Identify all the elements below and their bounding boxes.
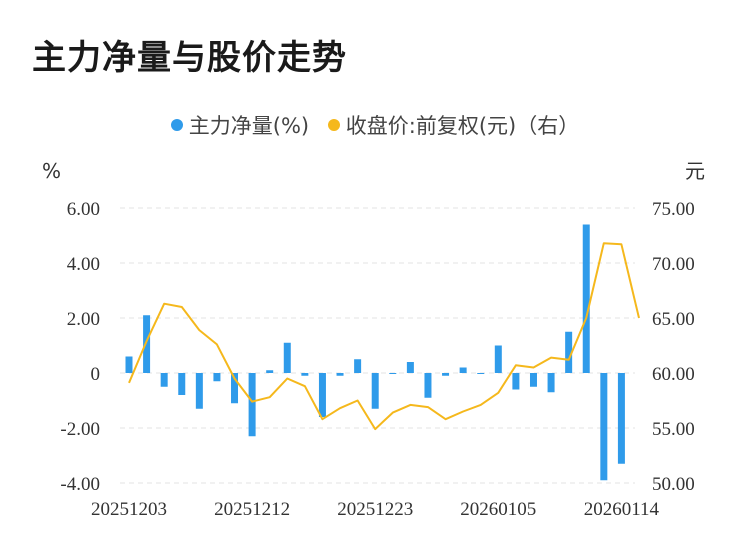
y-left-tick-label: 6.00 xyxy=(67,199,100,220)
legend-label-close-price: 收盘价:前复权(元)（右） xyxy=(345,114,580,138)
net-volume-bar[interactable] xyxy=(248,373,256,437)
y-right-tick-label: 55.00 xyxy=(652,419,695,440)
legend-dot-net-volume xyxy=(170,119,183,131)
y-left-tick-label: 2.00 xyxy=(67,309,100,330)
net-volume-bar[interactable] xyxy=(565,331,573,373)
y-left-tick-label: 4.00 xyxy=(67,254,100,275)
legend: 主力净量(%) 收盘价:前复权(元)（右） xyxy=(0,110,750,140)
net-volume-bar[interactable] xyxy=(494,345,502,374)
legend-label-net-volume: 主力净量(%) xyxy=(188,114,310,138)
x-tick-label: 20251223 xyxy=(337,499,413,520)
x-tick-label: 20260114 xyxy=(584,499,660,520)
y-right-unit: 元 xyxy=(685,159,705,183)
net-volume-bar[interactable] xyxy=(160,373,168,387)
net-volume-bar[interactable] xyxy=(582,224,590,374)
net-volume-bar[interactable] xyxy=(406,362,414,373)
y-left-unit: % xyxy=(42,159,61,183)
line-series xyxy=(128,242,640,431)
legend-item-net-volume[interactable]: 主力净量(%) xyxy=(170,110,310,140)
bar-series xyxy=(125,224,625,481)
net-volume-bar[interactable] xyxy=(195,373,203,409)
x-tick-label: 20260105 xyxy=(460,499,536,520)
legend-dot-close-price xyxy=(327,119,340,131)
y-left-tick-label: -4.00 xyxy=(60,474,100,495)
net-volume-bar[interactable] xyxy=(125,356,133,374)
y-left-tick-label: -2.00 xyxy=(60,419,100,440)
x-tick-label: 20251203 xyxy=(91,499,167,520)
axes: % 元 6.00 75.00 4.00 70.00 2.00 65.00 0 60.00 -2.… xyxy=(42,159,705,520)
net-volume-bar[interactable] xyxy=(617,373,625,464)
net-volume-bar[interactable] xyxy=(424,373,432,398)
net-volume-bar[interactable] xyxy=(354,359,362,373)
net-volume-bar[interactable] xyxy=(529,373,537,387)
net-volume-bar[interactable] xyxy=(600,373,608,481)
net-volume-bar[interactable] xyxy=(442,373,450,376)
net-volume-bar[interactable] xyxy=(178,373,186,395)
net-volume-bar[interactable] xyxy=(336,373,344,376)
y-right-tick-label: 70.00 xyxy=(652,254,695,275)
net-volume-bar[interactable] xyxy=(283,342,291,373)
net-volume-bar[interactable] xyxy=(213,373,221,382)
net-volume-bar[interactable] xyxy=(547,373,555,393)
y-right-tick-label: 50.00 xyxy=(652,474,695,495)
y-left-tick-label: 0 xyxy=(91,364,101,385)
net-volume-bar[interactable] xyxy=(459,367,467,374)
y-right-tick-label: 65.00 xyxy=(652,309,695,330)
chart-title: 主力净量与股价走势 xyxy=(32,38,347,78)
net-volume-bar[interactable] xyxy=(318,373,326,417)
y-right-tick-label: 75.00 xyxy=(652,199,695,220)
legend-item-close-price[interactable]: 收盘价:前复权(元)（右） xyxy=(327,110,580,140)
close-price-line[interactable] xyxy=(128,242,640,431)
net-volume-bar[interactable] xyxy=(266,370,274,373)
x-tick-label: 20251212 xyxy=(214,499,290,520)
net-volume-bar[interactable] xyxy=(143,315,151,373)
gridlines xyxy=(120,207,635,484)
net-volume-bar[interactable] xyxy=(371,373,379,409)
y-right-tick-label: 60.00 xyxy=(652,364,695,385)
net-volume-bar[interactable] xyxy=(477,373,485,374)
net-volume-bar[interactable] xyxy=(512,373,520,390)
net-volume-bar[interactable] xyxy=(231,373,239,404)
net-volume-bar[interactable] xyxy=(389,373,397,374)
net-volume-bar[interactable] xyxy=(301,373,309,376)
